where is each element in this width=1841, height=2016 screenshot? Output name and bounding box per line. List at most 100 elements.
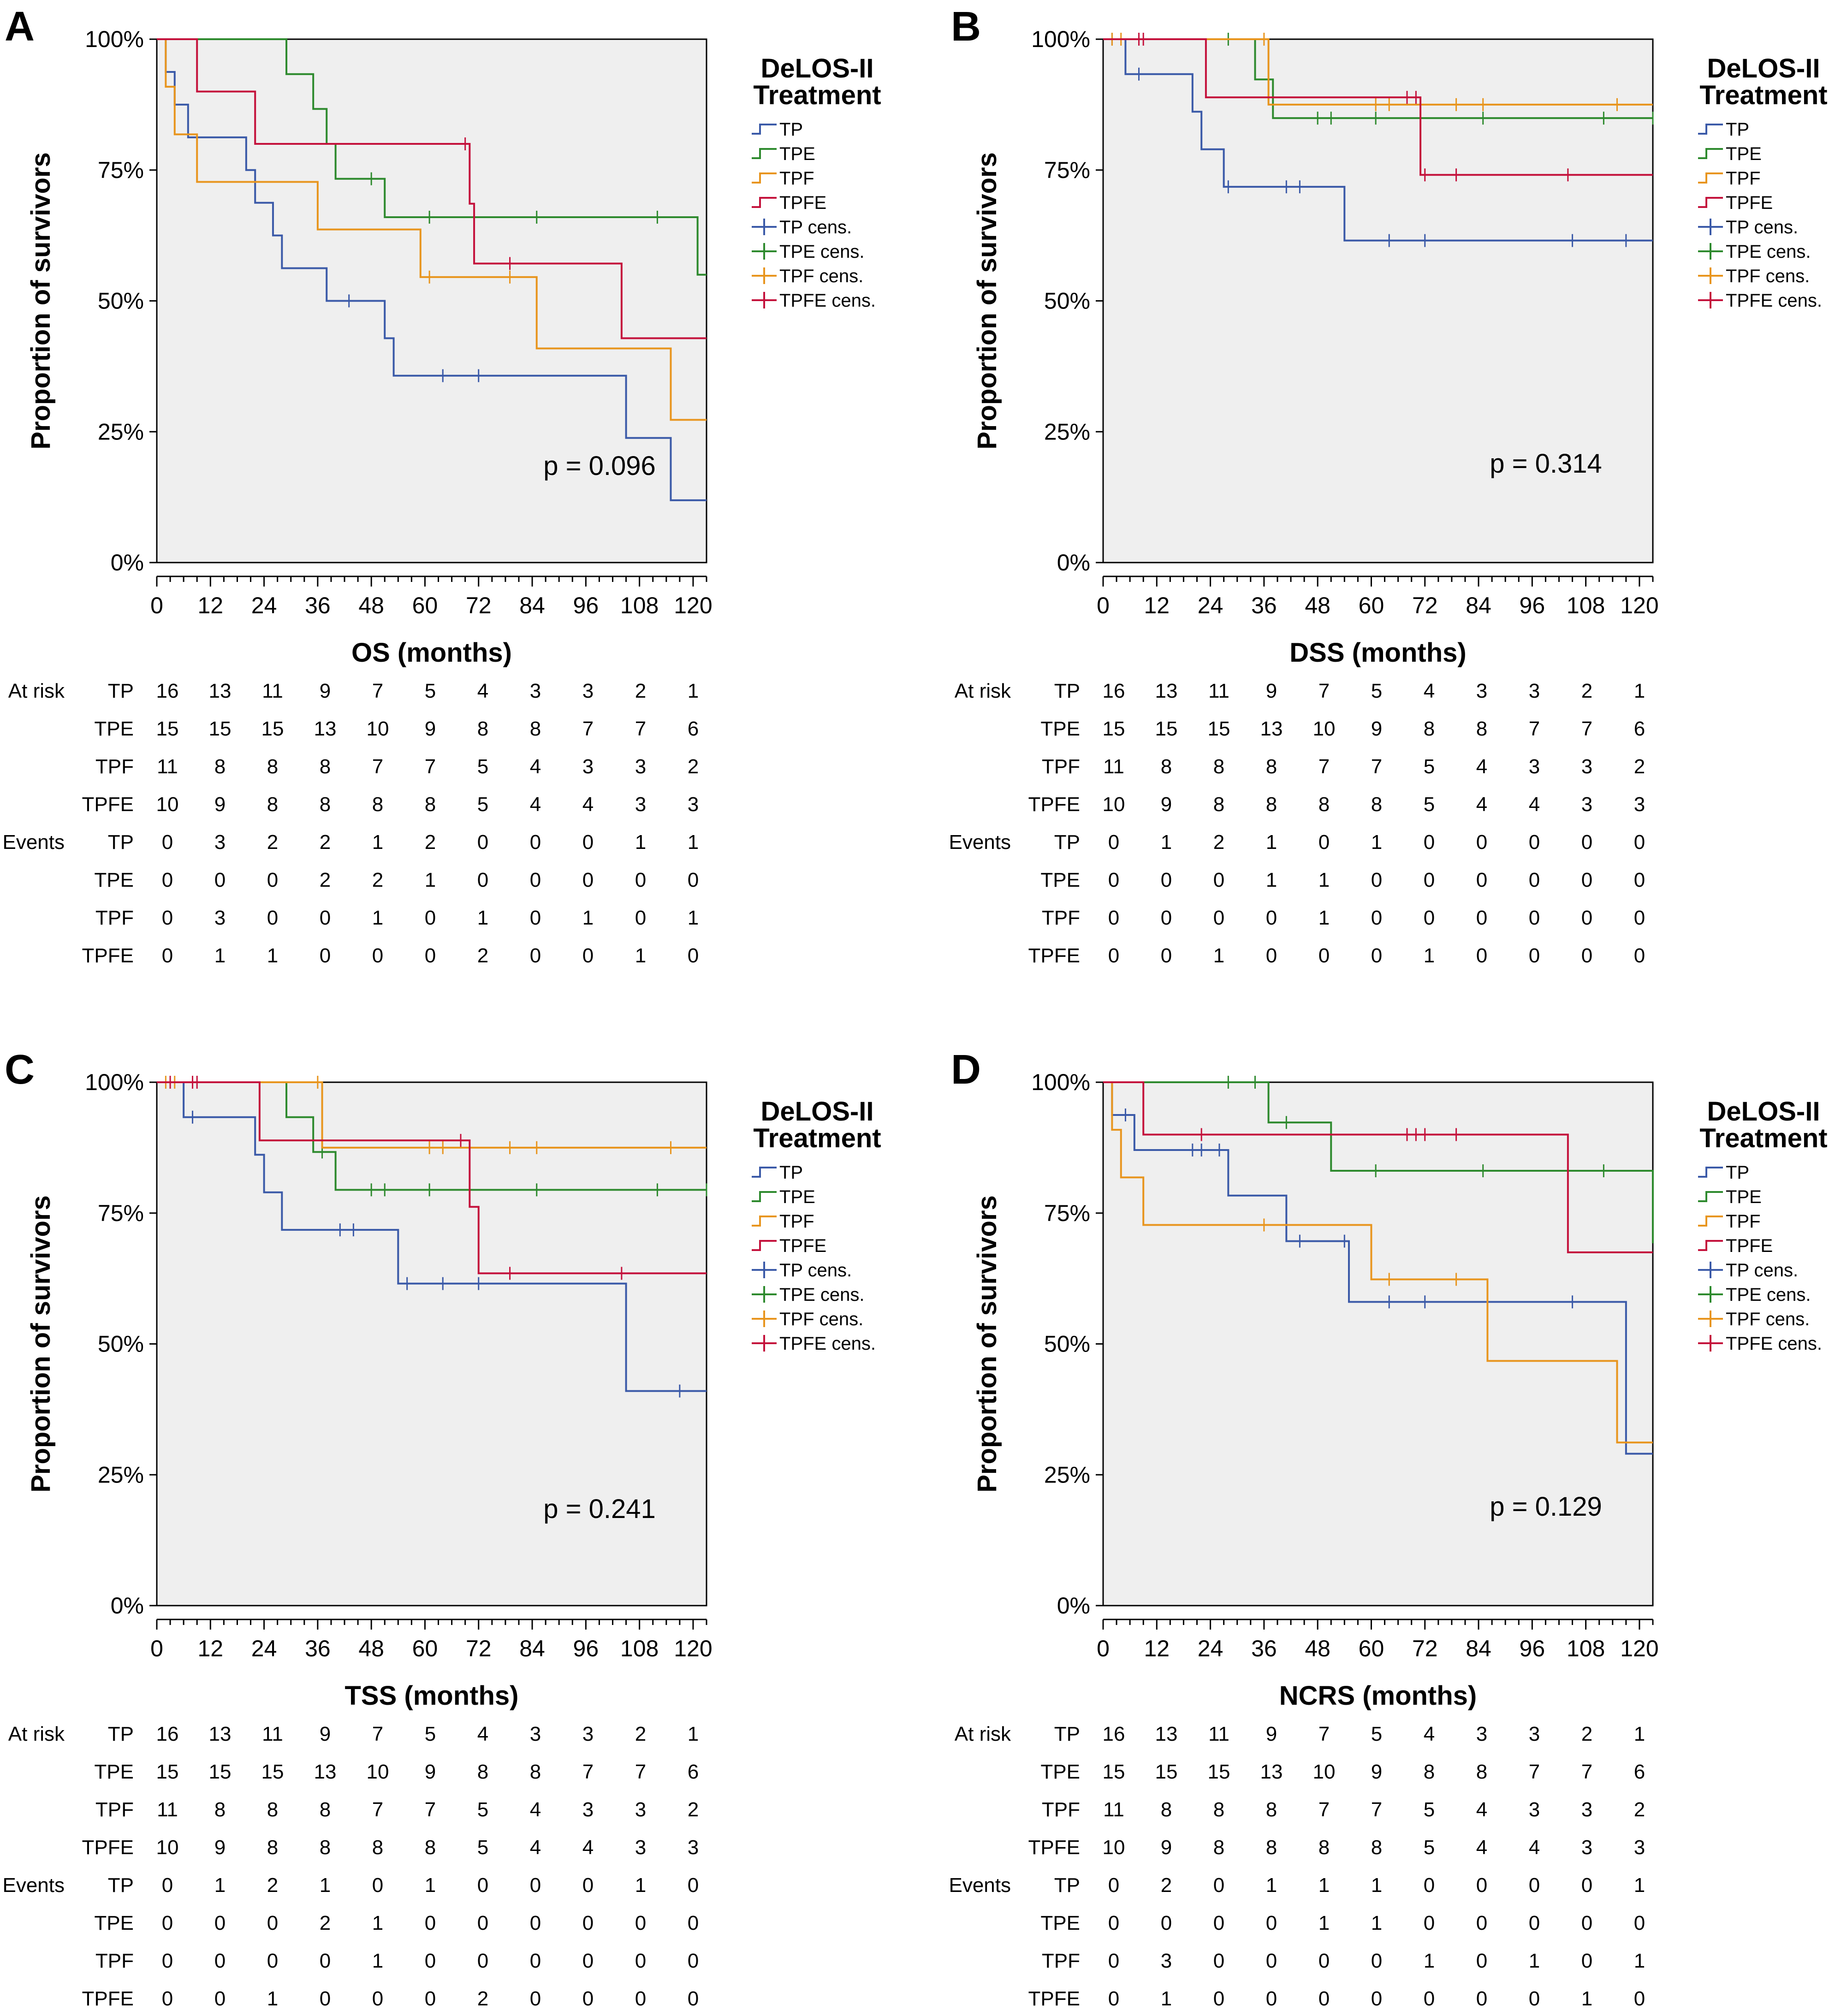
risk-table-section-label: Events bbox=[949, 1874, 1011, 1897]
risk-table-cell: 4 bbox=[582, 1836, 594, 1859]
risk-table-cell: 8 bbox=[267, 793, 278, 816]
risk-table-cell: 0 bbox=[1529, 1912, 1540, 1934]
risk-table-group-label: TPE bbox=[94, 717, 134, 740]
legend-label: TPE bbox=[779, 1187, 815, 1207]
risk-table-cell: 2 bbox=[320, 831, 331, 854]
risk-table-cell: 1 bbox=[1371, 831, 1382, 854]
legend-label: TPF cens. bbox=[779, 1309, 863, 1329]
risk-table-section-label: At risk bbox=[955, 1723, 1011, 1745]
risk-table-cell: 0 bbox=[1371, 869, 1382, 891]
risk-table-cell: 4 bbox=[582, 793, 594, 816]
risk-table-cell: 16 bbox=[156, 680, 179, 702]
plot-area bbox=[156, 38, 707, 563]
risk-table-cell: 1 bbox=[372, 1912, 383, 1934]
legend-swatch-tpe bbox=[752, 1191, 777, 1202]
risk-table-group-label: TPF bbox=[1042, 755, 1080, 778]
risk-table-cell: 3 bbox=[635, 1836, 646, 1859]
risk-table-group-label: TP bbox=[1054, 831, 1080, 854]
risk-table-cell: 0 bbox=[1634, 869, 1645, 891]
panel-letter: D bbox=[951, 1047, 981, 1093]
risk-table-cell: 7 bbox=[1581, 717, 1592, 740]
x-axis-title: DSS (months) bbox=[1289, 638, 1466, 668]
risk-table-cell: 2 bbox=[1581, 1723, 1592, 1745]
risk-table-cell: 10 bbox=[156, 1836, 179, 1859]
p-value: p = 0.096 bbox=[543, 451, 656, 481]
risk-table-cell: 10 bbox=[156, 793, 179, 816]
risk-table-cell: 1 bbox=[1266, 869, 1277, 891]
risk-table-cell: 8 bbox=[214, 755, 226, 778]
panel-b: B0%25%50%75%100%0 12 24 36 48 60 72 84 96 108 120D… bbox=[949, 4, 1827, 967]
risk-table-group-label: TPF bbox=[95, 1950, 134, 1972]
risk-table-cell: 16 bbox=[1103, 1723, 1125, 1745]
risk-table-cell: 0 bbox=[1318, 944, 1330, 967]
risk-table-cell: 10 bbox=[1313, 717, 1336, 740]
risk-table-cell: 4 bbox=[1424, 680, 1435, 702]
panel-letter: B bbox=[951, 4, 981, 50]
risk-table-cell: 2 bbox=[1213, 831, 1224, 854]
risk-table-cell: 8 bbox=[320, 1836, 331, 1859]
survival-curve-tp bbox=[157, 1081, 707, 1392]
risk-table-cell: 0 bbox=[1371, 1987, 1382, 2010]
risk-table-cell: 9 bbox=[1371, 717, 1382, 740]
x-tick-label: 12 bbox=[197, 593, 223, 618]
risk-table-cell: 0 bbox=[1161, 869, 1172, 891]
risk-table-cell: 8 bbox=[1424, 717, 1435, 740]
risk-table-cell: 1 bbox=[425, 869, 436, 891]
risk-table-cell: 0 bbox=[1581, 944, 1592, 967]
legend-label: TPF bbox=[779, 168, 814, 189]
risk-table-cell: 9 bbox=[425, 1761, 436, 1783]
risk-table-cell: 0 bbox=[267, 869, 278, 891]
risk-table-cell: 1 bbox=[1161, 1987, 1172, 2010]
x-tick-label: 24 bbox=[1198, 593, 1223, 618]
risk-table-cell: 6 bbox=[1634, 1761, 1645, 1783]
risk-table-cell: 5 bbox=[1371, 1723, 1382, 1745]
risk-table-group-label: TP bbox=[108, 1874, 134, 1897]
risk-table-cell: 11 bbox=[1208, 1723, 1229, 1745]
risk-table-cell: 1 bbox=[372, 831, 383, 854]
x-tick-label: 0 bbox=[150, 1636, 163, 1661]
x-tick-label: 96 bbox=[573, 1636, 599, 1661]
risk-table-cell: 0 bbox=[1213, 869, 1224, 891]
risk-table-group-label: TPE bbox=[94, 1912, 134, 1934]
risk-table-cell: 16 bbox=[1103, 680, 1125, 702]
risk-table-cell: 0 bbox=[635, 869, 646, 891]
risk-table-cell: 0 bbox=[162, 1987, 173, 2010]
risk-table-cell: 1 bbox=[1213, 944, 1224, 967]
x-tick-label: 120 bbox=[674, 593, 712, 618]
risk-table-group-label: TPFE bbox=[82, 944, 134, 967]
legend-swatch-tpfe bbox=[1698, 197, 1723, 208]
risk-table-cell: 8 bbox=[372, 1836, 383, 1859]
risk-table-cell: 3 bbox=[1581, 755, 1592, 778]
risk-table-cell: 6 bbox=[688, 717, 699, 740]
risk-table-cell: 0 bbox=[477, 1950, 488, 1972]
survival-curve-tpfe bbox=[1103, 1081, 1653, 1253]
risk-table-cell: 16 bbox=[156, 1723, 179, 1745]
risk-table-cell: 7 bbox=[1371, 755, 1382, 778]
risk-table-cell: 7 bbox=[372, 1798, 383, 1821]
risk-table-cell: 3 bbox=[1476, 1723, 1487, 1745]
risk-table-cell: 3 bbox=[1529, 1723, 1540, 1745]
risk-table-cell: 5 bbox=[1424, 793, 1435, 816]
risk-table-cell: 1 bbox=[1529, 1950, 1540, 1972]
risk-table-cell: 5 bbox=[477, 793, 488, 816]
risk-table-cell: 2 bbox=[1634, 1798, 1645, 1821]
risk-table-cell: 4 bbox=[477, 1723, 488, 1745]
risk-table-cell: 3 bbox=[1476, 680, 1487, 702]
risk-table-cell: 0 bbox=[688, 1950, 699, 1972]
risk-table-cell: 3 bbox=[582, 680, 594, 702]
risk-table-cell: 1 bbox=[635, 944, 646, 967]
risk-table-cell: 1 bbox=[1634, 1874, 1645, 1897]
risk-table-cell: 11 bbox=[157, 755, 178, 778]
legend-label: TPFE cens. bbox=[779, 291, 876, 311]
risk-table-cell: 9 bbox=[214, 793, 226, 816]
legend-label: TPE cens. bbox=[779, 1285, 865, 1305]
risk-table-cell: 0 bbox=[1581, 1912, 1592, 1934]
risk-table-cell: 2 bbox=[425, 831, 436, 854]
risk-table-cell: 6 bbox=[1634, 717, 1645, 740]
risk-table-cell: 0 bbox=[425, 1912, 436, 1934]
x-tick-label: 120 bbox=[1620, 593, 1658, 618]
risk-table-cell: 11 bbox=[157, 1798, 178, 1821]
risk-table-cell: 4 bbox=[1424, 1723, 1435, 1745]
risk-table-cell: 4 bbox=[1476, 793, 1487, 816]
risk-table-cell: 1 bbox=[1266, 831, 1277, 854]
